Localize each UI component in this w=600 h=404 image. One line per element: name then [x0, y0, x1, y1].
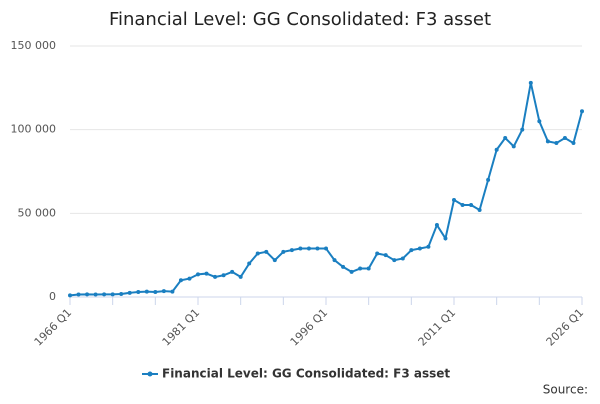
- data-point: [127, 290, 132, 295]
- x-tick-label: 1966 Q1: [32, 306, 75, 349]
- data-point: [196, 272, 200, 277]
- data-point: [161, 289, 166, 294]
- data-point: [76, 292, 81, 297]
- data-point: [571, 141, 576, 146]
- source: Source:: [543, 383, 588, 397]
- data-point: [213, 274, 218, 279]
- data-point: [281, 249, 286, 254]
- data-point: [383, 253, 388, 258]
- data-point: [264, 249, 269, 254]
- data-point: [170, 289, 175, 294]
- data-point: [315, 246, 320, 251]
- data-point: [85, 292, 90, 297]
- data-point: [93, 292, 98, 297]
- data-point: [341, 264, 346, 269]
- x-tick-label: 1996 Q1: [288, 306, 331, 349]
- data-point: [375, 251, 380, 256]
- data-point: [477, 207, 482, 212]
- data-point: [153, 289, 158, 294]
- x-tick-label: 2026 Q1: [544, 306, 587, 349]
- data-point: [272, 258, 277, 263]
- data-point: [358, 266, 363, 271]
- data-point: [238, 274, 243, 279]
- data-point: [68, 293, 72, 298]
- legend-label: Financial Level: GG Consolidated: F3 ass…: [162, 367, 450, 381]
- data-point: [221, 273, 226, 278]
- data-point: [469, 202, 474, 207]
- data-point: [324, 246, 328, 251]
- data-point: [417, 246, 422, 251]
- y-tick-label: 0: [49, 290, 56, 303]
- data-point: [486, 177, 491, 182]
- data-point: [289, 248, 294, 253]
- data-point: [562, 136, 567, 141]
- data-point: [426, 244, 431, 249]
- data-point: [494, 147, 499, 152]
- data-point: [409, 248, 414, 253]
- data-point: [400, 256, 405, 261]
- data-point: [187, 276, 192, 281]
- chart-title: Financial Level: GG Consolidated: F3 ass…: [109, 9, 491, 30]
- x-tick-label: 2011 Q1: [416, 306, 459, 349]
- data-point: [102, 292, 107, 297]
- data-point: [366, 266, 371, 271]
- data-point: [443, 236, 448, 241]
- x-tick-label: 1981 Q1: [160, 306, 203, 349]
- data-point: [119, 291, 124, 296]
- y-tick-label: 100 000: [11, 123, 57, 136]
- data-point: [204, 271, 209, 276]
- data-point: [434, 223, 439, 228]
- data-point: [511, 144, 516, 149]
- data-point: [136, 289, 141, 294]
- data-point: [554, 141, 559, 146]
- data-point: [545, 139, 550, 144]
- data-point: [255, 251, 260, 256]
- data-point: [392, 258, 397, 263]
- data-point: [144, 289, 149, 294]
- data-point: [537, 119, 542, 124]
- data-point: [178, 278, 183, 283]
- data-point: [247, 261, 252, 266]
- data-point: [298, 246, 303, 251]
- data-point: [520, 127, 525, 132]
- data-point: [580, 109, 584, 114]
- data-point: [460, 202, 465, 207]
- series-line: [69, 82, 583, 297]
- data-point: [528, 80, 533, 85]
- data-point: [349, 269, 354, 274]
- data-point: [503, 136, 508, 141]
- data-point: [332, 258, 337, 263]
- y-tick-label: 50 000: [18, 206, 57, 219]
- data-point: [306, 246, 311, 251]
- data-point: [452, 197, 456, 202]
- legend-marker: [147, 371, 153, 377]
- data-point: [230, 269, 235, 274]
- y-tick-label: 150 000: [11, 39, 57, 52]
- data-point: [110, 292, 115, 297]
